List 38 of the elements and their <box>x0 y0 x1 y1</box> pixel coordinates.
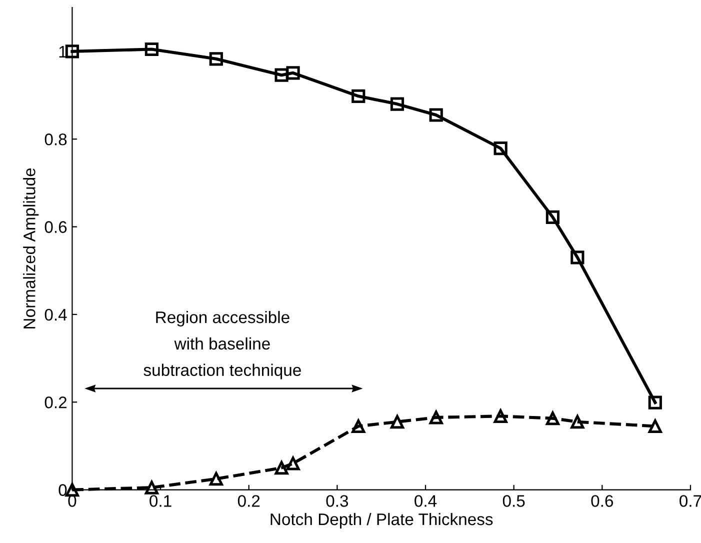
point <box>546 210 560 224</box>
point <box>274 68 288 82</box>
y-axis-title: Normalized Amplitude <box>23 168 39 328</box>
point <box>286 456 300 470</box>
y-tick-label: 0 <box>58 484 67 496</box>
point <box>390 97 404 111</box>
point <box>65 44 80 58</box>
y-tick-label: 0.2 <box>44 396 67 408</box>
x-tick-label: 0.5 <box>502 495 525 507</box>
point <box>144 42 158 56</box>
annotation: Region accessible with baseline subtraction technique <box>144 310 301 380</box>
point <box>286 66 300 80</box>
x-tick-label: 0.3 <box>326 495 348 507</box>
point <box>429 108 443 122</box>
point <box>570 415 584 429</box>
point <box>494 142 508 156</box>
x-tick-label: 0.4 <box>414 495 437 507</box>
x-tick-label: 0.6 <box>591 495 614 507</box>
point <box>494 409 508 423</box>
y-tick-label: 0.8 <box>44 134 67 146</box>
point <box>144 480 158 494</box>
point <box>209 472 223 486</box>
x-axis-title: Notch Depth / Plate Thickness <box>270 512 493 528</box>
point <box>352 89 366 103</box>
point <box>390 415 404 429</box>
point <box>648 419 662 434</box>
point <box>648 396 662 410</box>
point <box>429 410 443 424</box>
point <box>274 461 288 475</box>
y-tick-label: 0.6 <box>44 221 67 233</box>
point <box>209 52 223 66</box>
x-tick-label: 0.7 <box>680 495 701 507</box>
point <box>352 419 366 434</box>
x-tick-label: 0.2 <box>238 495 260 507</box>
point <box>570 250 584 264</box>
point <box>546 412 560 426</box>
x-tick-label: 0.1 <box>150 495 172 507</box>
y-tick-label: 0.4 <box>44 308 67 321</box>
